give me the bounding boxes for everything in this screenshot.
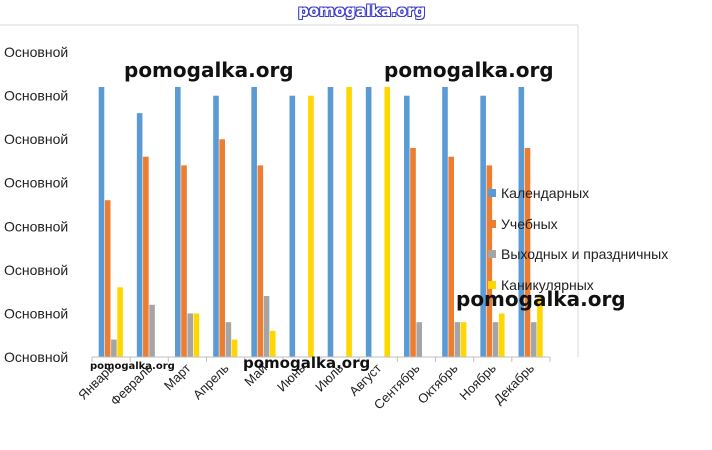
bar xyxy=(289,95,296,357)
bar xyxy=(181,165,187,357)
chart-legend: Календарных Учебных Выходных и праздничн… xyxy=(488,178,668,300)
bar xyxy=(492,322,499,357)
legend-label: Каникулярных xyxy=(501,276,594,293)
watermark: pomogalka.org xyxy=(384,58,554,82)
bar xyxy=(98,87,105,357)
watermark: pomogalka.org xyxy=(243,354,371,372)
bar xyxy=(136,113,143,358)
legend-item: Учебных xyxy=(488,209,668,240)
legend-swatch xyxy=(488,189,496,198)
bar xyxy=(442,87,448,357)
bar xyxy=(187,313,194,357)
bar xyxy=(269,330,276,357)
x-tick-label: Декабрь xyxy=(491,360,538,407)
bar xyxy=(213,95,219,357)
bar xyxy=(454,322,461,357)
bar xyxy=(149,304,155,357)
bar xyxy=(410,147,416,357)
bar xyxy=(111,339,117,357)
bar xyxy=(263,296,270,357)
bar xyxy=(416,322,423,357)
bar xyxy=(486,165,493,357)
watermark: pomogalka.org xyxy=(456,287,626,311)
bar xyxy=(404,95,410,357)
x-tick-label: Октябрь xyxy=(414,360,460,406)
legend-item: Каникулярных xyxy=(488,270,668,301)
y-tick-label: Основной xyxy=(4,218,68,234)
bar xyxy=(231,339,238,357)
legend-label: Выходных и праздничных xyxy=(501,246,669,263)
x-tick-label: Апрель xyxy=(190,360,232,402)
y-tick-label: Основной xyxy=(4,262,68,278)
bar xyxy=(117,287,123,357)
bar xyxy=(327,87,334,357)
watermark-top: pomogalka.org xyxy=(298,2,426,20)
bar xyxy=(257,165,264,357)
y-tick-label: Основной xyxy=(4,305,68,321)
bar xyxy=(384,87,391,357)
bar xyxy=(104,200,111,357)
bar xyxy=(460,322,467,357)
bar xyxy=(480,95,486,357)
legend-label: Учебных xyxy=(501,215,558,232)
bar xyxy=(143,156,149,357)
bar xyxy=(537,296,543,357)
bar xyxy=(193,313,200,357)
bar xyxy=(365,87,372,357)
bar xyxy=(251,87,257,357)
y-tick-label: Основной xyxy=(4,88,68,104)
legend-item: Календарных xyxy=(488,178,668,209)
watermark: pomogalka.org xyxy=(124,58,294,82)
bar xyxy=(518,87,525,357)
bar xyxy=(308,95,314,357)
y-tick-label: Основной xyxy=(4,44,68,60)
bar xyxy=(219,139,225,357)
legend-item: Выходных и праздничных xyxy=(488,239,668,270)
watermark: pomogalka.org xyxy=(90,361,175,372)
legend-label: Календарных xyxy=(501,185,590,202)
y-tick-label: Основной xyxy=(4,349,68,365)
y-tick-label: Основной xyxy=(4,131,68,147)
legend-swatch xyxy=(488,219,496,228)
bar xyxy=(498,313,505,357)
y-tick-label: Основной xyxy=(4,175,68,191)
bar xyxy=(530,322,537,357)
bar xyxy=(225,322,232,357)
legend-swatch xyxy=(488,280,496,289)
bar xyxy=(175,87,181,357)
bar xyxy=(448,156,454,357)
bar xyxy=(524,147,531,357)
bar xyxy=(346,87,352,357)
legend-swatch xyxy=(488,250,496,259)
